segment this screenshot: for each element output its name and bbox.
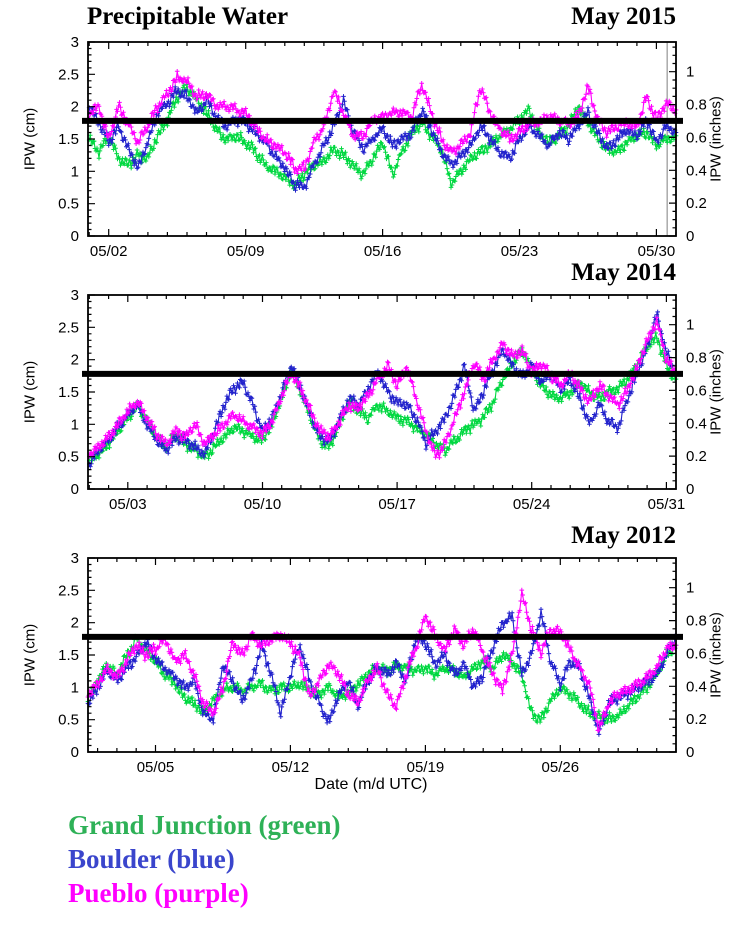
svg-text:05/30: 05/30 bbox=[638, 243, 676, 260]
svg-text:0: 0 bbox=[686, 228, 694, 245]
svg-text:05/03: 05/03 bbox=[109, 496, 147, 513]
svg-text:0.8: 0.8 bbox=[686, 350, 707, 367]
chart-may-2015: 0 0.5 1 1.5 2 2.5 3 0 0.2 0.4 0.6 0.8 1 05/02 05/09 05/… bbox=[0, 0, 742, 260]
svg-text:05/02: 05/02 bbox=[90, 243, 128, 260]
svg-text:0: 0 bbox=[71, 744, 79, 761]
svg-text:05/12: 05/12 bbox=[272, 759, 310, 776]
svg-text:05/17: 05/17 bbox=[378, 496, 416, 513]
svg-text:05/31: 05/31 bbox=[648, 496, 686, 513]
svg-text:1.5: 1.5 bbox=[58, 384, 79, 401]
svg-text:3: 3 bbox=[71, 287, 79, 304]
plot-may-2012: 0 0.5 1 1.5 2 2.5 3 0 0.2 0.4 0.6 0.8 1 05/05 05/12 05/… bbox=[58, 550, 707, 776]
svg-text:2.5: 2.5 bbox=[58, 319, 79, 336]
svg-text:05/10: 05/10 bbox=[244, 496, 282, 513]
svg-text:1: 1 bbox=[686, 64, 694, 81]
svg-text:1.5: 1.5 bbox=[58, 647, 79, 664]
svg-text:05/26: 05/26 bbox=[542, 759, 580, 776]
x-axis-label: Date (m/d UTC) bbox=[314, 776, 428, 793]
svg-text:0: 0 bbox=[71, 228, 79, 245]
svg-text:2: 2 bbox=[71, 352, 79, 369]
svg-text:1: 1 bbox=[71, 679, 79, 696]
svg-text:0.5: 0.5 bbox=[58, 196, 79, 213]
svg-text:05/09: 05/09 bbox=[227, 243, 265, 260]
svg-text:3: 3 bbox=[71, 34, 79, 51]
svg-text:1: 1 bbox=[71, 163, 79, 180]
svg-text:0: 0 bbox=[686, 481, 694, 498]
svg-text:2: 2 bbox=[71, 615, 79, 632]
legend-item-boulder: Boulder (blue) bbox=[68, 844, 235, 874]
y-axis-label-inches: IPW (inches) bbox=[707, 96, 725, 182]
svg-text:0.2: 0.2 bbox=[686, 448, 707, 465]
page-title: Precipitable Water bbox=[87, 3, 289, 30]
legend: Grand Junction (green) Boulder (blue) Pu… bbox=[0, 808, 742, 910]
chart-title-may-2014: May 2014 bbox=[571, 259, 676, 286]
y-axis-label-inches: IPW (inches) bbox=[707, 612, 725, 698]
svg-text:0.5: 0.5 bbox=[58, 449, 79, 466]
svg-text:0.8: 0.8 bbox=[686, 613, 707, 630]
plot-may-2014: 0 0.5 1 1.5 2 2.5 3 0 0.2 0.4 0.6 0.8 1 05/03 05/10 05/… bbox=[58, 287, 707, 513]
svg-text:0.5: 0.5 bbox=[58, 712, 79, 729]
svg-text:1: 1 bbox=[686, 317, 694, 334]
svg-text:1.5: 1.5 bbox=[58, 131, 79, 148]
chart-title-may-2012: May 2012 bbox=[571, 522, 676, 549]
y-axis-label-cm: IPW (cm) bbox=[21, 623, 39, 687]
svg-text:0.8: 0.8 bbox=[686, 97, 707, 114]
plot-may-2015: 0 0.5 1 1.5 2 2.5 3 0 0.2 0.4 0.6 0.8 1 05/02 05/09 05/… bbox=[58, 34, 707, 260]
svg-text:05/05: 05/05 bbox=[137, 759, 175, 776]
svg-text:0.4: 0.4 bbox=[686, 415, 707, 432]
svg-text:05/19: 05/19 bbox=[407, 759, 445, 776]
svg-text:0.6: 0.6 bbox=[686, 382, 707, 399]
svg-text:2.5: 2.5 bbox=[58, 66, 79, 83]
svg-text:0: 0 bbox=[686, 744, 694, 761]
svg-text:3: 3 bbox=[71, 550, 79, 567]
svg-text:0.6: 0.6 bbox=[686, 129, 707, 146]
svg-text:05/23: 05/23 bbox=[501, 243, 539, 260]
y-axis-label-cm: IPW (cm) bbox=[21, 107, 39, 171]
chart-title-may-2015: May 2015 bbox=[571, 3, 676, 30]
svg-text:05/24: 05/24 bbox=[513, 496, 551, 513]
legend-item-pueblo: Pueblo (purple) bbox=[68, 878, 249, 908]
svg-text:0: 0 bbox=[71, 481, 79, 498]
svg-text:2.5: 2.5 bbox=[58, 582, 79, 599]
svg-text:1: 1 bbox=[686, 580, 694, 597]
chart-may-2014: 0 0.5 1 1.5 2 2.5 3 0 0.2 0.4 0.6 0.8 1 05/03 05/10 05/… bbox=[0, 253, 742, 516]
svg-text:1: 1 bbox=[71, 416, 79, 433]
chart-may-2012: 0 0.5 1 1.5 2 2.5 3 0 0.2 0.4 0.6 0.8 1 05/05 05/12 05/… bbox=[0, 516, 742, 776]
svg-text:0.6: 0.6 bbox=[686, 645, 707, 662]
svg-text:2: 2 bbox=[71, 99, 79, 116]
svg-text:05/16: 05/16 bbox=[364, 243, 402, 260]
svg-text:0.4: 0.4 bbox=[686, 162, 707, 179]
svg-text:0.4: 0.4 bbox=[686, 678, 707, 695]
y-axis-label-inches: IPW (inches) bbox=[707, 349, 725, 435]
svg-text:0.2: 0.2 bbox=[686, 195, 707, 212]
svg-text:0.2: 0.2 bbox=[686, 711, 707, 728]
legend-item-grand-junction: Grand Junction (green) bbox=[68, 810, 341, 840]
y-axis-label-cm: IPW (cm) bbox=[21, 360, 39, 424]
